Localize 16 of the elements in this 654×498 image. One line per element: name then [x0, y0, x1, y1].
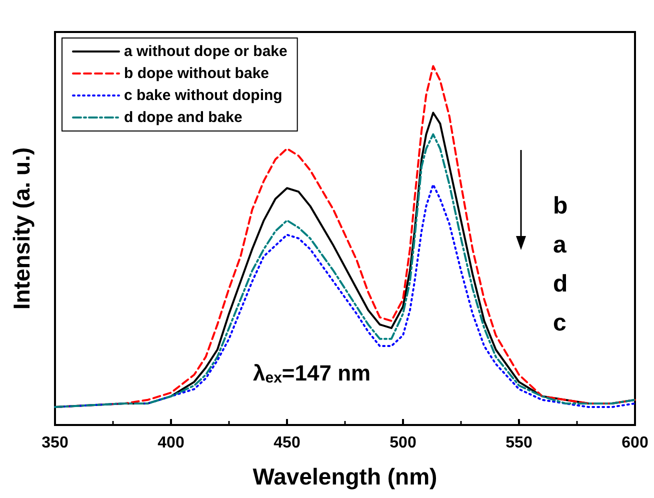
- annotation: b: [553, 192, 568, 220]
- y-axis-title: Intensity (a. u.): [8, 147, 34, 310]
- legend-label: c bake without doping: [124, 87, 282, 104]
- annotation: d: [553, 270, 568, 298]
- legend-label: d dope and bake: [124, 109, 242, 126]
- annotation: c: [553, 310, 566, 336]
- legend-label: b dope without bake: [124, 65, 269, 82]
- x-tick-label: 500: [390, 434, 416, 452]
- x-axis-title: Wavelength (nm): [252, 464, 438, 490]
- legend-label: a without dope or bake: [124, 43, 288, 60]
- x-tick-label: 450: [274, 434, 300, 452]
- x-tick-label: 400: [158, 434, 184, 452]
- annotation: a: [553, 232, 567, 258]
- x-tick-label: 550: [506, 434, 532, 452]
- x-tick-label: 600: [622, 434, 648, 452]
- x-tick-label: 350: [42, 434, 68, 452]
